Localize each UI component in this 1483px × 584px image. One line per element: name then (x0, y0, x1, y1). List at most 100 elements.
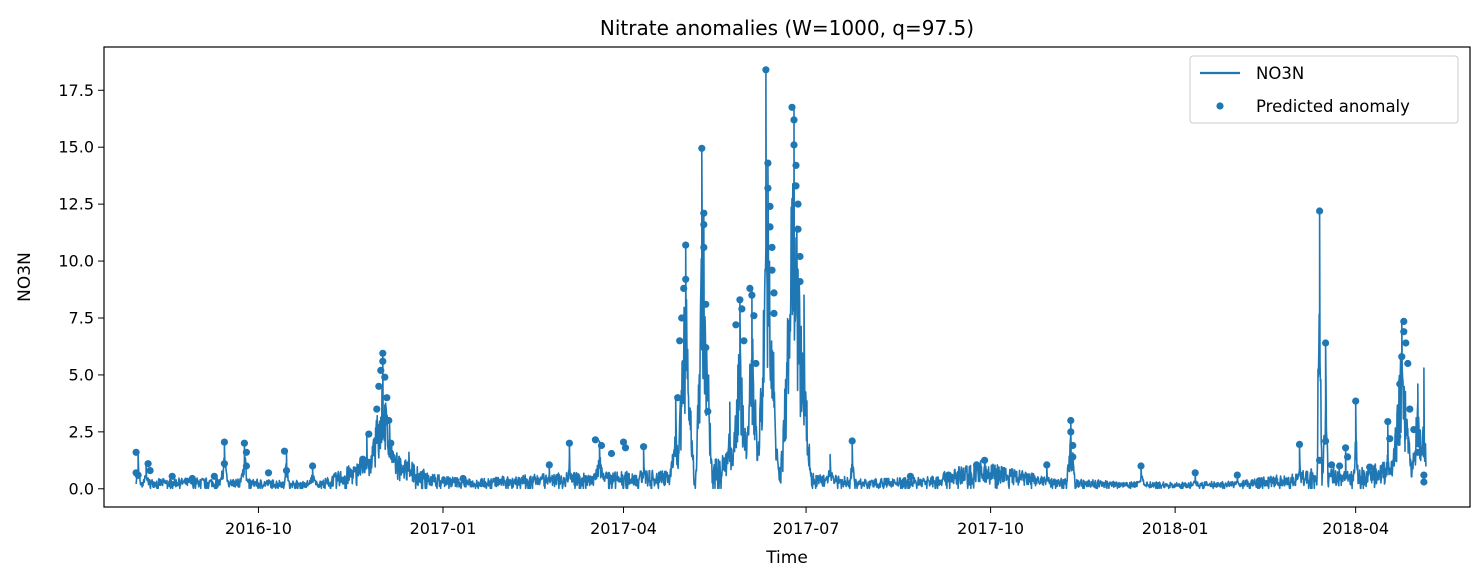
anomaly-point (768, 266, 776, 274)
anomaly-point (1386, 435, 1394, 443)
anomaly-point (700, 209, 708, 217)
anomaly-point (1233, 471, 1241, 479)
y-tick-label: 0.0 (69, 479, 94, 498)
anomaly-point (766, 223, 774, 231)
anomaly-point (1420, 478, 1428, 486)
anomaly-point (280, 447, 289, 455)
anomaly-point (146, 467, 154, 475)
anomaly-point (682, 275, 690, 283)
y-tick-label: 12.5 (58, 195, 94, 214)
anomaly-point (1255, 477, 1263, 485)
anomaly-point (220, 438, 228, 446)
anomaly-point (770, 289, 778, 297)
anomaly-point (1069, 453, 1077, 461)
anomaly-point (748, 291, 756, 299)
anomaly-point (944, 471, 953, 479)
anomaly-point (973, 461, 981, 469)
anomaly-point (379, 357, 387, 365)
series-line-no3n (135, 69, 1427, 490)
anomaly-point (1328, 461, 1336, 469)
anomaly-point (1394, 432, 1402, 440)
anomaly-point (1366, 463, 1374, 471)
anomaly-point (746, 284, 754, 292)
anomaly-point (1420, 471, 1428, 479)
y-tick-label: 7.5 (69, 308, 94, 327)
legend: NO3N Predicted anomaly (1189, 55, 1459, 124)
anomaly-point (144, 460, 152, 468)
y-tick-label: 17.5 (58, 81, 94, 100)
anomaly-point (1344, 453, 1352, 461)
x-tick-label: 2017-04 (590, 519, 657, 538)
plot-area (132, 66, 1428, 490)
anomaly-point (1316, 456, 1324, 464)
y-tick-label: 5.0 (69, 365, 94, 384)
legend-label-predicted-anomaly: Predicted anomaly (1256, 97, 1410, 116)
anomaly-point (1398, 353, 1406, 361)
anomaly-point (168, 472, 176, 480)
anomaly-point (788, 103, 796, 111)
anomaly-point (240, 439, 248, 447)
anomaly-point (676, 337, 684, 345)
legend-box (1189, 55, 1459, 124)
x-tick-label: 2017-07 (773, 519, 840, 538)
anomaly-point (188, 474, 196, 483)
anomaly-point (381, 373, 389, 381)
anomaly-point (1322, 339, 1330, 347)
legend-marker-swatch (1216, 102, 1224, 110)
anomaly-point (740, 337, 748, 345)
anomaly-point (678, 314, 686, 322)
y-tick-label: 10.0 (58, 252, 94, 271)
anomaly-point (220, 460, 228, 468)
anomaly-point (545, 461, 553, 469)
y-tick-label: 2.5 (69, 422, 94, 441)
anomaly-point (792, 182, 800, 190)
anomaly-point (264, 469, 273, 477)
anomaly-point (848, 437, 856, 445)
anomaly-point (1400, 328, 1408, 336)
y-axis-label: NO3N (15, 252, 35, 302)
anomaly-point (752, 359, 760, 368)
anomaly-point (359, 455, 367, 463)
line-no3n (135, 69, 1427, 490)
anomaly-point (1069, 441, 1077, 450)
anomaly-point (607, 449, 616, 458)
anomaly-point (700, 243, 708, 251)
anomaly-point (700, 221, 708, 229)
anomaly-point (132, 448, 140, 456)
anomaly-point (906, 472, 915, 480)
anomaly-point (794, 200, 802, 208)
anomaly-point (1067, 416, 1075, 425)
y-tick-label: 15.0 (58, 138, 94, 157)
anomaly-point (134, 471, 142, 479)
anomaly-point (1400, 317, 1408, 325)
anomaly-point (591, 436, 600, 444)
anomaly-point (1137, 462, 1145, 470)
anomaly-point (1404, 359, 1412, 368)
x-tick-label: 2018-04 (1322, 519, 1389, 538)
anomaly-point (597, 441, 606, 450)
anomaly-point (1316, 207, 1324, 215)
anomaly-point (1342, 444, 1350, 452)
anomaly-point (565, 439, 574, 447)
anomaly-point (621, 444, 630, 452)
anomaly-point (379, 349, 387, 357)
anomaly-point (981, 456, 989, 464)
anomaly-point (373, 405, 381, 413)
axes-frame (103, 46, 1471, 508)
anomaly-point (309, 462, 317, 470)
anomaly-point (383, 394, 391, 402)
anomaly-point (1295, 440, 1304, 448)
chart-title: Nitrate anomalies (W=1000, q=97.5) (600, 16, 974, 40)
anomaly-point (1396, 380, 1404, 388)
anomaly-point (736, 296, 744, 304)
legend-label-no3n: NO3N (1256, 64, 1304, 83)
anomaly-point (1410, 426, 1418, 434)
anomaly-point (1043, 461, 1051, 469)
anomaly-point (698, 144, 706, 152)
anomaly-point (796, 252, 804, 261)
anomaly-point (1336, 462, 1344, 470)
anomaly-point (770, 309, 778, 317)
anomaly-point (766, 202, 774, 210)
anomaly-point (375, 382, 383, 390)
anomaly-point (377, 366, 385, 374)
